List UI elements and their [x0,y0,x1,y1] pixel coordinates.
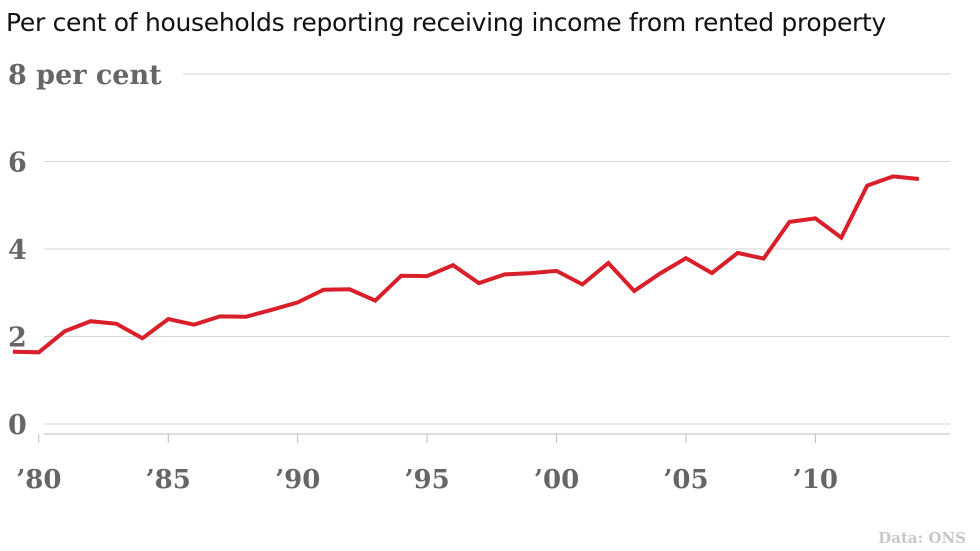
data-point [399,274,403,278]
data-point [347,287,351,291]
x-tick-label: ’80 [16,465,61,495]
data-point [529,271,533,275]
x-tick-label: ’95 [404,465,449,495]
y-axis-tick-labels: 8 per cent 6 4 2 0 [8,60,162,441]
series-group [11,174,921,355]
data-point [89,319,93,323]
data-point [606,261,610,265]
x-tick-label: ’00 [534,465,579,495]
data-point [477,281,481,285]
y-tick-label: 4 [8,235,27,266]
data-point [425,274,429,278]
data-point [244,315,248,319]
data-point [140,336,144,340]
data-point [891,174,895,178]
y-tick-label: 0 [8,410,27,441]
data-point [580,282,584,286]
chart-title: Per cent of households reporting receivi… [6,8,887,37]
data-point [865,184,869,188]
data-point [451,263,455,267]
data-point [322,288,326,292]
data-point [270,308,274,312]
data-point [37,350,41,354]
data-point [218,314,222,318]
data-point [762,257,766,261]
data-point [813,216,817,220]
data-point [296,300,300,304]
y-tick-label: 2 [8,323,27,354]
data-point [373,299,377,303]
data-point [114,322,118,326]
data-point [632,289,636,293]
data-point [63,329,67,333]
source-note: Data: ONS [878,529,966,547]
x-axis [38,433,950,443]
data-point [503,272,507,276]
x-tick-label: ’85 [146,465,191,495]
data-point [658,272,662,276]
data-point [555,269,559,273]
gridlines [44,73,950,425]
data-point [839,236,843,240]
y-tick-label: 8 per cent [8,60,162,91]
x-tick-label: ’90 [275,465,320,495]
data-point [11,350,15,354]
data-point [736,251,740,255]
series-line [12,174,920,355]
x-tick-label: ’05 [663,465,708,495]
data-point [710,271,714,275]
data-point [917,177,921,181]
data-point [788,220,792,224]
data-point [166,317,170,321]
data-point [684,256,688,260]
x-tick-label: ’10 [793,465,838,495]
y-tick-label: 6 [8,148,27,179]
data-point [192,323,196,327]
x-axis-tick-labels: ’80 ’85 ’90 ’95 ’00 ’05 ’10 [16,465,838,495]
